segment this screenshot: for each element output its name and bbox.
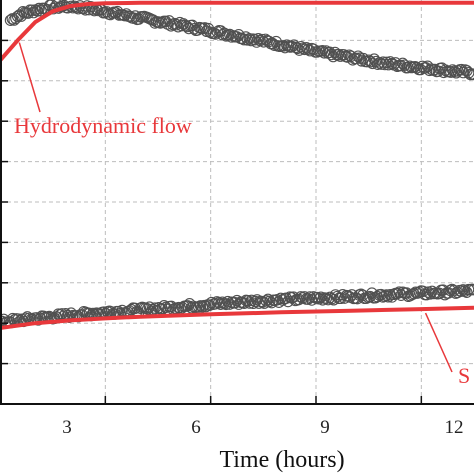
fit-line-3 (0, 305, 474, 330)
data-point (417, 285, 429, 298)
gridlines (0, 0, 474, 404)
series-3 (0, 305, 474, 330)
data-point (395, 59, 407, 72)
data-point (357, 289, 369, 301)
data-point (213, 297, 225, 309)
data-point (455, 63, 468, 76)
data-point (380, 56, 393, 69)
data-point (423, 64, 436, 77)
data-point (420, 61, 432, 74)
x-tick-label-6: 6 (191, 417, 201, 438)
data-point (338, 49, 350, 61)
data-point (377, 56, 389, 68)
data-point (323, 46, 336, 59)
annotation-leaders (18, 42, 453, 373)
series-layer (0, 0, 474, 330)
data-point (0, 315, 6, 327)
data-point (242, 294, 254, 307)
data-point (185, 302, 198, 314)
axes-frame (0, 0, 474, 405)
data-point (192, 301, 205, 313)
data-point (10, 12, 22, 25)
data-point (311, 291, 323, 304)
data-point (84, 1, 97, 13)
data-point (446, 64, 459, 76)
data-point (13, 9, 26, 21)
data-point (361, 55, 373, 68)
x-tick-label-3: 3 (62, 417, 72, 438)
data-point (260, 295, 272, 307)
data-point (238, 297, 251, 309)
data-point (295, 291, 307, 303)
x-axis-label: Time (hours) (219, 447, 344, 473)
data-point (460, 286, 473, 298)
data-point (424, 288, 436, 300)
data-point (369, 291, 382, 304)
x-tick-label-12: 12 (445, 417, 464, 438)
data-point (262, 293, 274, 306)
data-point (442, 287, 455, 299)
data-point (22, 7, 35, 19)
data-point (56, 308, 68, 320)
data-point (106, 7, 118, 19)
data-point (172, 301, 185, 314)
data-point (4, 14, 17, 26)
data-point (378, 290, 391, 302)
data-point (408, 287, 420, 300)
data-point (149, 302, 161, 314)
data-point (420, 288, 433, 301)
data-point (163, 15, 175, 27)
x-tick-label-9: 9 (320, 417, 330, 438)
data-point (302, 43, 314, 55)
data-point (402, 61, 414, 74)
data-point (187, 300, 199, 313)
series-0 (4, 0, 474, 81)
data-point (298, 43, 311, 56)
data-point (35, 4, 47, 17)
data-point (244, 297, 256, 309)
data-point (160, 301, 172, 314)
data-point (33, 2, 45, 15)
data-point (380, 289, 393, 301)
data-point (21, 311, 34, 323)
data-point (455, 285, 467, 297)
data-point (222, 295, 234, 308)
data-point (209, 28, 222, 40)
data-point (433, 287, 446, 300)
data-point (355, 55, 368, 67)
fit-line-1 (0, 0, 474, 62)
data-point (141, 303, 154, 315)
data-point (243, 32, 256, 45)
leader-s (424, 312, 453, 373)
data-point (364, 55, 377, 68)
leader-hydrodynamic-flow (18, 42, 41, 113)
data-point (324, 291, 336, 304)
data-point (6, 13, 19, 25)
data-point (198, 299, 210, 312)
data-point (315, 291, 327, 304)
data-point (275, 292, 287, 305)
data-point (220, 298, 232, 311)
series-1 (0, 0, 474, 62)
annotation-hydrodynamic-flow: Hydrodynamic flow (14, 113, 192, 138)
data-point (327, 293, 340, 306)
data-point (168, 17, 181, 30)
data-point (0, 313, 10, 326)
data-point (307, 43, 320, 56)
data-point (7, 312, 19, 325)
data-point (326, 292, 338, 305)
annotation-s: S (458, 363, 470, 388)
data-point (26, 4, 38, 17)
